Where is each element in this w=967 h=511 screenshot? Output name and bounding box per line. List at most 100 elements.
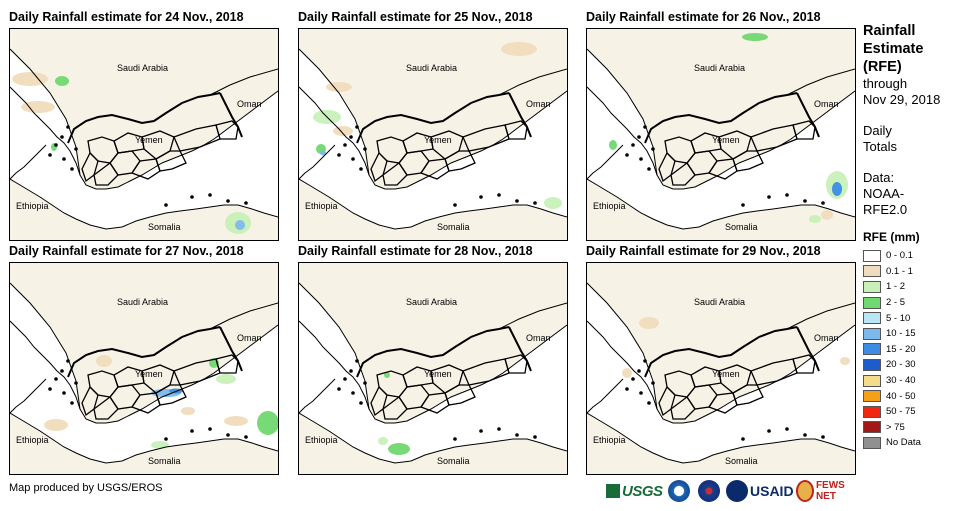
yemen-border	[67, 92, 221, 144]
rainfall-patch	[840, 357, 850, 365]
saudi-oman-border	[209, 68, 278, 96]
country-label-oman: Oman	[814, 99, 839, 109]
country-label-somalia: Somalia	[725, 456, 758, 466]
governorate-boundary	[81, 151, 99, 183]
island	[359, 167, 363, 171]
legend-swatch	[863, 374, 881, 387]
coastline	[10, 48, 81, 176]
saudi-oman-border	[498, 302, 567, 330]
governorate-boundary	[215, 354, 239, 374]
island	[479, 429, 483, 433]
island	[343, 143, 347, 147]
sea-area	[587, 321, 855, 463]
map-frame: Saudi Arabia Oman Yemen Ethiopia Somalia	[9, 262, 279, 475]
governorate-boundary	[504, 120, 528, 140]
island	[54, 143, 58, 147]
island	[643, 359, 647, 363]
country-label-saudi: Saudi Arabia	[694, 63, 746, 73]
legend-label: 20 - 30	[886, 359, 916, 371]
rainfall-patch	[388, 443, 410, 455]
noaa-seal-icon	[668, 480, 690, 502]
legend-label: 40 - 50	[886, 390, 916, 402]
rainfall-patch	[821, 210, 833, 220]
map-panel: Daily Rainfall estimate for 28 Nov., 201…	[298, 241, 568, 475]
governorate-boundary	[398, 384, 430, 410]
island	[785, 427, 789, 431]
coastline	[299, 412, 567, 464]
legend-swatch	[863, 436, 881, 449]
coastline	[587, 378, 624, 414]
noaa-logo	[668, 478, 690, 504]
legend-row: 1 - 2	[863, 279, 963, 295]
coastline	[587, 178, 855, 230]
country-label-saudi: Saudi Arabia	[117, 63, 169, 73]
country-label-saudi: Saudi Arabia	[694, 297, 746, 307]
coastline	[587, 320, 855, 424]
governorate-boundary	[732, 150, 764, 172]
legend-swatch	[863, 280, 881, 293]
rainfall-map	[10, 282, 278, 464]
coastline	[587, 86, 855, 190]
island	[651, 381, 655, 385]
governorate-boundary	[792, 120, 816, 140]
sidebar-title-line-1: Rainfall	[863, 23, 916, 39]
island	[497, 427, 501, 431]
sidebar-title-line-3: (RFE)	[863, 59, 902, 75]
rainfall-patch	[609, 140, 617, 150]
governorate-boundary	[670, 396, 696, 420]
sidebar-through: through	[863, 76, 908, 91]
island	[803, 199, 807, 203]
fews-logo-text: FEWS NET	[815, 480, 845, 502]
legend-row: 30 - 40	[863, 373, 963, 389]
island	[226, 199, 230, 203]
yemen-border	[356, 326, 510, 378]
island	[190, 195, 194, 199]
coastline	[10, 378, 47, 414]
oman-border	[219, 92, 243, 138]
sea-area	[299, 87, 567, 229]
country-label-somalia: Somalia	[148, 456, 181, 466]
panel-title: Daily Rainfall estimate for 27 Nov., 201…	[9, 244, 244, 258]
island	[343, 377, 347, 381]
rainfall-patch	[21, 101, 55, 113]
island	[70, 401, 74, 405]
island	[453, 437, 457, 441]
country-label-ethiopia: Ethiopia	[16, 201, 49, 211]
island	[637, 369, 641, 373]
governorate-boundary	[215, 120, 239, 140]
legend-label: No Data	[886, 437, 921, 449]
island	[351, 157, 355, 161]
island	[359, 401, 363, 405]
legend-label: 10 - 15	[886, 328, 916, 340]
usaid-logo: USAID	[726, 478, 794, 504]
legend-swatch	[863, 327, 881, 340]
sea-area	[587, 87, 855, 229]
governorate-boundary	[370, 151, 388, 183]
map-frame: Saudi Arabia Oman Yemen Ethiopia Somalia	[586, 262, 856, 475]
country-label-yemen: Yemen	[135, 369, 163, 379]
map-frame: Saudi Arabia Oman Yemen Ethiopia Somalia	[298, 28, 568, 241]
island	[337, 153, 341, 157]
legend-row: 20 - 30	[863, 357, 963, 373]
yemen-border	[67, 326, 221, 378]
rainfall-map	[587, 282, 855, 464]
rainfall-patch	[326, 82, 352, 92]
rainfall-patch	[384, 372, 390, 378]
rainfall-patch	[378, 437, 388, 445]
rainfall-patch	[544, 197, 562, 209]
governorate-boundary	[444, 384, 476, 406]
island	[453, 203, 457, 207]
legend-label: 50 - 75	[886, 406, 916, 418]
governorate-boundary	[658, 151, 676, 183]
panel-title: Daily Rainfall estimate for 26 Nov., 201…	[586, 10, 821, 24]
legend-swatch	[863, 421, 881, 434]
governorate-boundary	[444, 150, 476, 172]
rainfall-patch	[216, 374, 236, 384]
map-frame: Saudi Arabia Oman Yemen Ethiopia Somalia	[586, 28, 856, 241]
island	[208, 193, 212, 197]
governorate-boundary	[93, 162, 119, 186]
island	[60, 135, 64, 139]
island	[66, 359, 70, 363]
rainfall-patch	[96, 355, 112, 367]
island	[349, 135, 353, 139]
